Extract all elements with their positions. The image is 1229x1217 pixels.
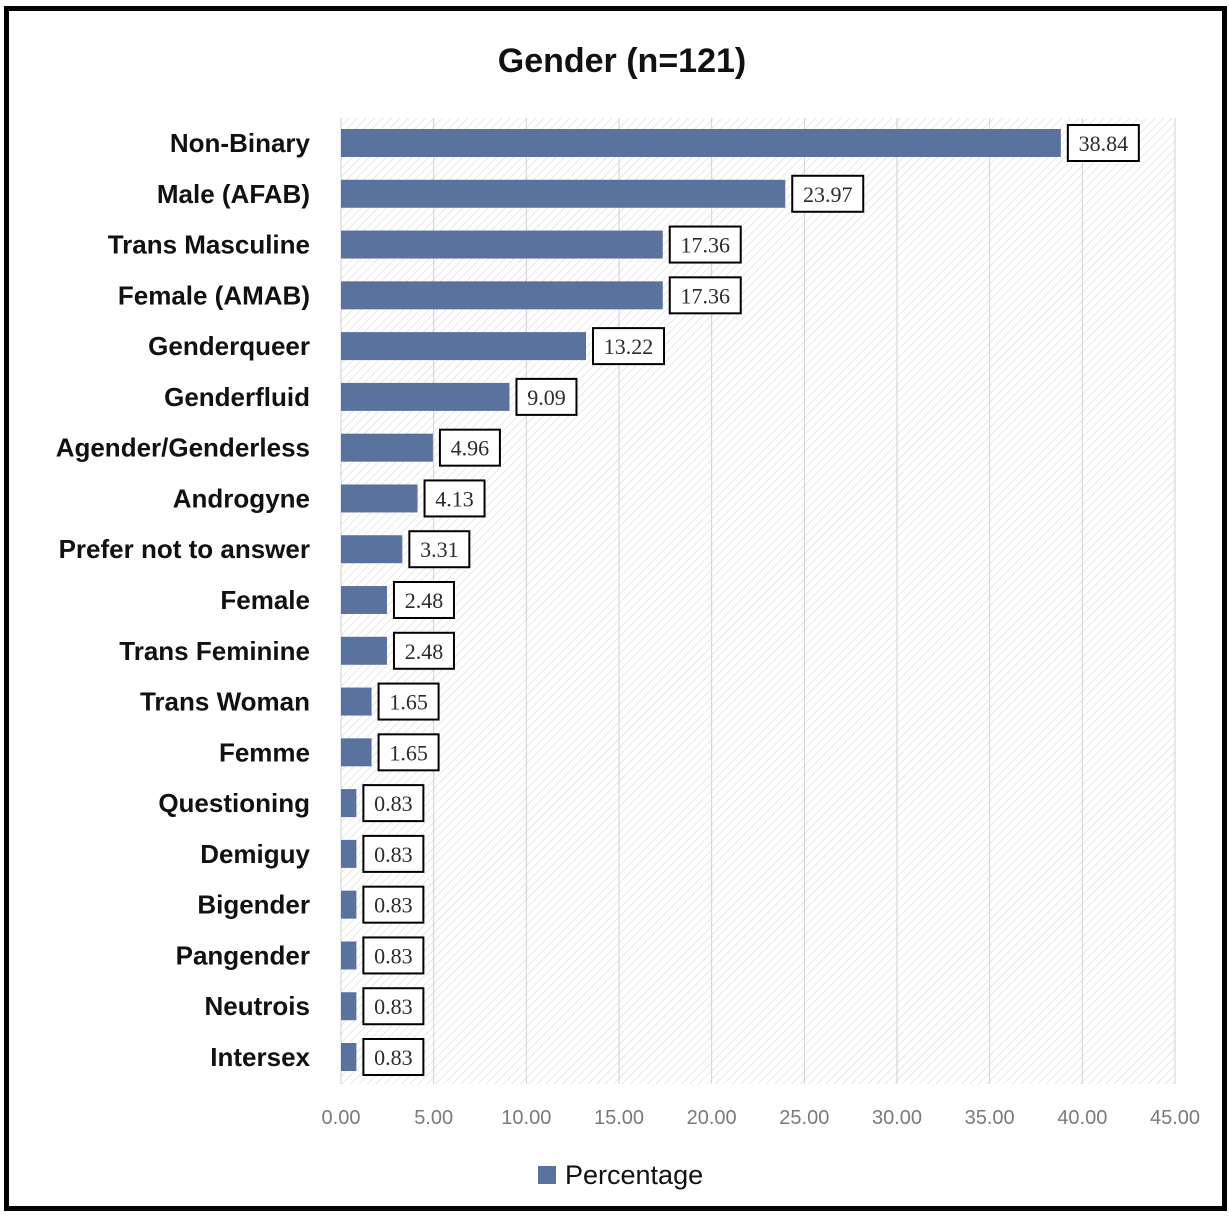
data-label: 1.65 [389,690,428,715]
data-label-box [362,784,425,823]
data-label-box [423,479,486,518]
data-label-box [362,987,425,1026]
category-label: Genderqueer [148,331,310,361]
data-label-box [377,733,440,772]
data-label: 38.84 [1079,131,1129,156]
x-axis-ticks: 0.00 5.00 10.00 15.00 20.00 25.00 30.00 35.00 40… [322,1107,1201,1129]
data-label: 0.83 [374,943,413,968]
x-tick-label: 0.00 [322,1107,361,1129]
bar [341,687,372,716]
data-label-box [1066,124,1140,162]
x-tick-label: 45.00 [1150,1107,1200,1129]
category-label: Trans Woman [140,687,310,717]
data-label-box [362,1038,425,1076]
category-label: Intersex [210,1042,310,1072]
category-label: Trans Feminine [119,636,310,666]
plot-area [341,118,1175,1084]
bar [341,535,403,564]
data-label-box [791,174,865,213]
gridlines [340,118,1176,1084]
category-label: Female [220,585,310,615]
bar [341,890,357,919]
category-labels: Non-Binary Male (AFAB) Trans Masculine Fema… [56,128,311,1072]
x-tick-label: 40.00 [1057,1107,1107,1129]
category-label: Androgyne [173,483,310,513]
data-label-box [392,631,455,670]
data-label: 0.83 [374,1045,413,1070]
category-label: Demiguy [200,839,310,869]
category-label: Prefer not to answer [59,534,310,564]
category-label: Genderfluid [164,382,310,412]
legend: Percentage [538,1160,703,1190]
data-label: 2.48 [405,588,444,613]
bar [341,941,357,970]
data-label-box [362,936,425,975]
data-label-box [668,225,742,264]
data-label: 23.97 [803,182,853,207]
x-tick-label: 30.00 [872,1107,922,1129]
data-label-box [408,530,471,569]
x-tick-label: 5.00 [414,1107,453,1129]
bar [341,839,357,868]
bar [341,382,510,411]
data-label-box [362,834,425,873]
bar [341,586,387,614]
data-label: 1.65 [389,740,428,765]
category-label: Female (AMAB) [118,280,310,310]
data-label-box [377,682,440,721]
data-label-box [438,428,501,467]
data-label: 4.13 [435,486,474,511]
category-label: Neutrois [205,991,310,1021]
bar [341,281,663,310]
bar [341,179,786,208]
data-label: 0.83 [374,994,413,1019]
bar [341,129,1061,157]
legend-label: Percentage [565,1160,703,1190]
x-tick-label: 15.00 [594,1107,644,1129]
data-label: 0.83 [374,791,413,816]
x-tick-label: 35.00 [965,1107,1015,1129]
data-label: 17.36 [680,233,730,258]
legend-swatch [538,1166,556,1184]
bar [341,738,372,767]
x-tick-label: 20.00 [687,1107,737,1129]
bar [341,636,387,665]
bar [341,992,357,1021]
bar [341,484,418,513]
data-label: 3.31 [420,537,459,562]
data-label: 17.36 [680,283,730,308]
bar [341,433,433,462]
data-label: 4.96 [451,436,490,461]
bar [341,789,357,818]
category-label: Trans Masculine [108,230,310,260]
data-label: 0.83 [374,842,413,867]
bar [341,1043,357,1071]
category-label: Non-Binary [170,128,311,158]
category-label: Bigender [197,890,310,920]
data-label-box [668,276,742,315]
data-label: 2.48 [405,639,444,664]
bar [341,230,663,259]
data-label-box [362,885,425,924]
data-label-box [392,581,455,619]
category-label: Male (AFAB) [157,179,310,209]
chart-title: Gender (n=121) [498,42,746,80]
data-label-box [592,327,666,366]
data-label-box [515,377,578,416]
category-label: Questioning [158,788,310,818]
data-label: 9.09 [527,385,566,410]
category-label: Pangender [176,940,310,970]
bar [341,332,587,361]
category-label: Femme [219,737,310,767]
x-tick-label: 25.00 [779,1107,829,1129]
x-tick-label: 10.00 [501,1107,551,1129]
bars: 38.84 23.97 17.36 17.36 13.22 9.09 4.96 4.13 3.3… [341,124,1140,1076]
data-label: 0.83 [374,893,413,918]
category-label: Agender/Genderless [56,433,310,463]
data-label: 13.22 [604,334,654,359]
